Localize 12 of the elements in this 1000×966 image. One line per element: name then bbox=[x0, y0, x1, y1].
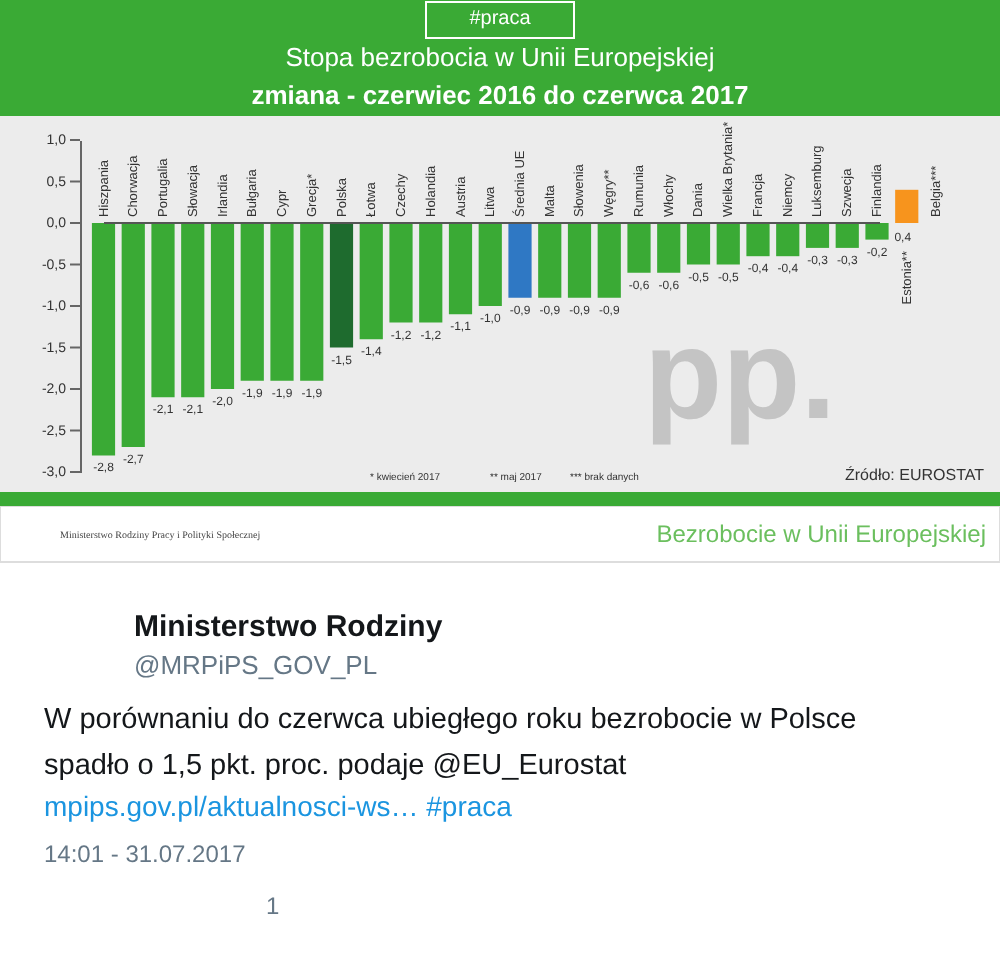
text: @MRPiPS_GOV_PL bbox=[134, 650, 378, 680]
text: 1 bbox=[266, 892, 280, 920]
annotation: Źródło: EUROSTAT bbox=[845, 466, 985, 484]
text: #praca bbox=[469, 8, 532, 30]
text: spadło o 1,5 pkt. proc. podaje @EU_Eurostat bbox=[44, 750, 627, 782]
chart-title: Stopa bezrobocia w Unii Europejskiej bbox=[285, 42, 715, 72]
text: 14:01 - 31.07.2017 bbox=[44, 840, 247, 868]
text: Ministerstwo Rodziny bbox=[134, 610, 444, 644]
text: Bezrobocie w Unii Europejskiej bbox=[656, 520, 986, 548]
text: W porównaniu do czerwca ubiegłego roku bezrobocie w Polsce bbox=[44, 704, 857, 736]
chart-subtitle: zmiana - czerwiec 2016 do czerwca 2017 bbox=[251, 80, 749, 110]
text: mpips.gov.pl/aktualnosci-ws… #praca bbox=[44, 790, 513, 822]
